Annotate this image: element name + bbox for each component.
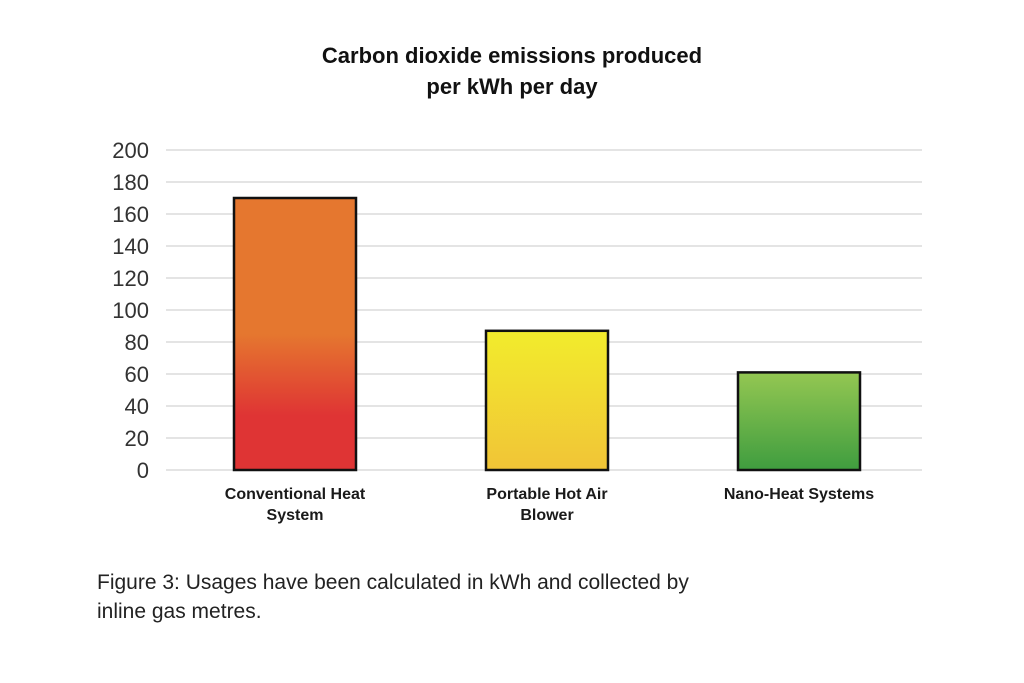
y-tick-label: 20 [125,426,149,451]
figure-caption: Figure 3: Usages have been calculated in… [97,568,977,626]
y-tick-label: 160 [112,202,149,227]
bar [484,329,610,472]
y-tick-label: 140 [112,234,149,259]
bar [232,196,358,472]
y-tick-label: 100 [112,298,149,323]
chart-title-line-2: per kWh per day [426,74,598,99]
x-category-label: Blower [520,507,573,524]
y-tick-label: 0 [137,458,149,483]
y-tick-label: 120 [112,266,149,291]
y-tick-label: 80 [125,330,149,355]
x-axis-category-labels: Conventional Heat System Portable Hot Air B… [225,486,874,524]
x-category-label: Portable Hot Air [486,486,607,503]
x-category-label: Nano-Heat Systems [724,486,874,503]
bar [736,371,862,472]
y-tick-label: 200 [112,138,149,163]
figure-caption-line-2: inline gas metres. [97,600,262,623]
x-category-label: System [267,507,324,524]
y-tick-label: 40 [125,394,149,419]
chart-title-line-1: Carbon dioxide emissions produced [321,43,703,68]
y-tick-label: 60 [125,362,149,387]
figure-caption-line-1: Figure 3: Usages have been calculated in… [97,571,689,594]
y-tick-label: 180 [112,170,149,195]
bars [232,196,862,472]
y-axis-tick-labels: 0 20 40 60 80 100 120 140 160 180 200 [112,138,149,483]
x-category-label: Conventional Heat [225,486,366,503]
